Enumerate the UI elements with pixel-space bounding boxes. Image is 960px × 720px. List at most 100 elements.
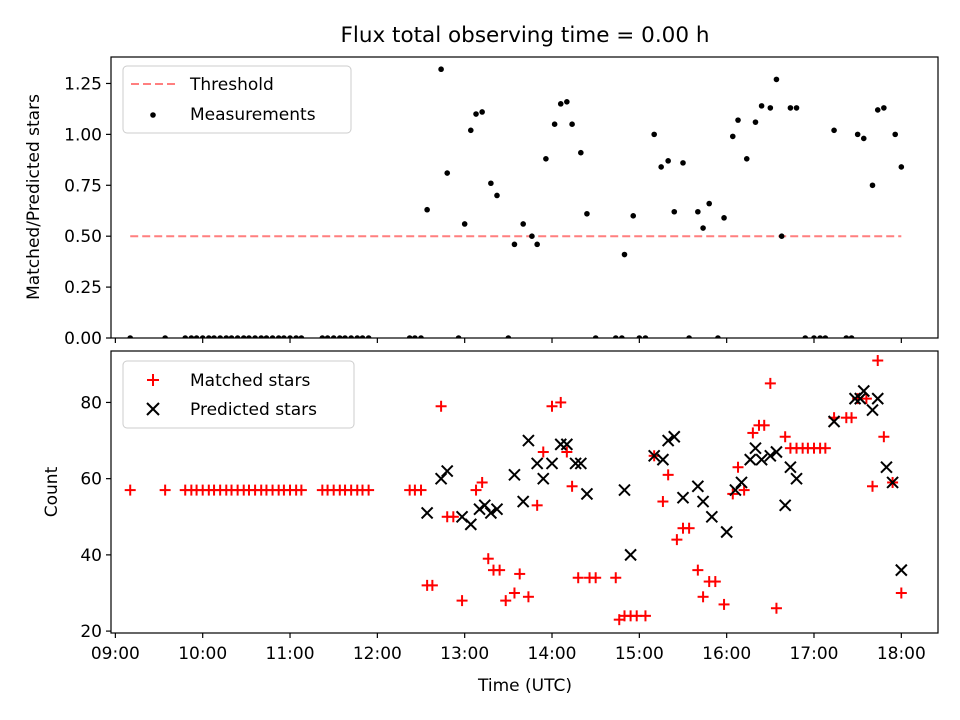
measurement-point (543, 156, 549, 162)
measurement-point (778, 233, 785, 239)
measurement-point (529, 233, 535, 239)
predicted-point (545, 457, 559, 470)
measurement-point (802, 335, 809, 338)
matched-point (779, 431, 791, 443)
measurement-point (578, 149, 584, 156)
matched-point (555, 396, 567, 408)
measurement-point (831, 127, 837, 134)
predicted-point (656, 453, 670, 466)
measurement-point (671, 208, 678, 215)
matched-point (546, 400, 558, 412)
matched-point (764, 377, 776, 389)
measurement-point (848, 335, 855, 338)
matched-point (435, 400, 447, 412)
measurement-point (721, 215, 727, 221)
matched-point (709, 576, 721, 588)
x-axis-label: Time (UTC) (477, 676, 572, 696)
measurement-point (412, 335, 418, 338)
x-tick-label: 10:00 (178, 644, 227, 664)
measurement-point (342, 335, 348, 338)
measurement-point (365, 335, 372, 338)
measurement-point (127, 335, 134, 338)
matched-point (508, 587, 520, 599)
predicted-point (441, 464, 454, 478)
measurement-point (642, 335, 649, 338)
measurement-point (217, 335, 223, 338)
y-tick-label: 0.75 (64, 176, 102, 196)
predicted-point (484, 506, 498, 520)
measurement-point (494, 192, 500, 199)
x-tick-label: 12:00 (353, 644, 402, 664)
predicted-point (647, 449, 661, 463)
chart-title: Flux total observing time = 0.00 h (341, 23, 710, 48)
predicted-point (827, 415, 841, 428)
measurement-point (258, 335, 265, 338)
measurement-point (182, 335, 189, 338)
predicted-point (537, 472, 550, 485)
measurement-point (287, 335, 293, 338)
measurement-point (479, 109, 485, 115)
predicted-point (729, 483, 742, 497)
ratio-x-ticks (114, 338, 902, 343)
y-tick-label: 0.50 (64, 227, 102, 247)
matched-point (363, 484, 375, 496)
measurement-point (811, 335, 817, 338)
x-tick-label: 09:00 (91, 644, 140, 664)
predicted-point (886, 476, 899, 489)
measurement-point (854, 131, 861, 138)
x-tick-label: 17:00 (789, 644, 838, 664)
matched-point (447, 511, 459, 523)
count-panel: 20 40 60 80 09:00 10:00 11:00 12:00 13:00 14:00 1… (42, 350, 939, 664)
measurement-point (263, 335, 270, 338)
measurement-point (898, 164, 905, 170)
matched-point (657, 496, 669, 508)
x-tick-label: 18:00 (877, 644, 926, 664)
measurement-point (240, 335, 247, 338)
predicted-point (434, 472, 448, 485)
legend-matched-swatch (147, 374, 159, 386)
predicted-point (691, 480, 705, 493)
y-tick-label: 1.00 (64, 125, 102, 145)
measurement-point (817, 335, 823, 338)
predicted-point (764, 449, 777, 463)
measurement-point (584, 210, 590, 217)
predicted-point (676, 491, 690, 504)
measurement-point (630, 213, 637, 219)
predicted-point (880, 461, 893, 474)
legend-measurements-swatch (150, 112, 156, 118)
measurement-point (767, 105, 774, 111)
measurement-point (612, 335, 619, 338)
y-tick-label: 20 (80, 622, 102, 642)
measurement-point (658, 164, 664, 170)
predicted-point (720, 525, 733, 539)
measurement-point (651, 131, 657, 138)
count-plot-area (124, 355, 908, 626)
predicted-point (574, 457, 588, 470)
measurement-point (488, 180, 494, 187)
measurement-point (793, 105, 800, 111)
predicted-point (705, 510, 719, 523)
measurement-point (892, 131, 899, 138)
measurement-point (199, 335, 206, 338)
measurement-point (619, 335, 625, 338)
predicted-point (668, 430, 681, 443)
measurement-point (461, 221, 468, 227)
measurement-point (206, 335, 212, 338)
legend-predicted-swatch (146, 402, 160, 416)
matched-point (514, 568, 526, 580)
measurement-point (234, 335, 241, 338)
matched-point (482, 553, 494, 565)
measurement-point (505, 335, 512, 338)
measurement-point (860, 135, 867, 142)
measurement-point (534, 241, 540, 248)
measurement-point (557, 101, 564, 107)
matched-point (732, 461, 744, 473)
predicted-point (530, 457, 544, 470)
matched-point (537, 446, 549, 458)
measurement-point (569, 121, 575, 127)
matched-point (639, 610, 651, 622)
predicted-point (895, 563, 908, 577)
predicted-point (624, 548, 637, 562)
y-tick-label: 60 (80, 470, 102, 490)
legend-threshold-label: Threshold (189, 75, 274, 95)
